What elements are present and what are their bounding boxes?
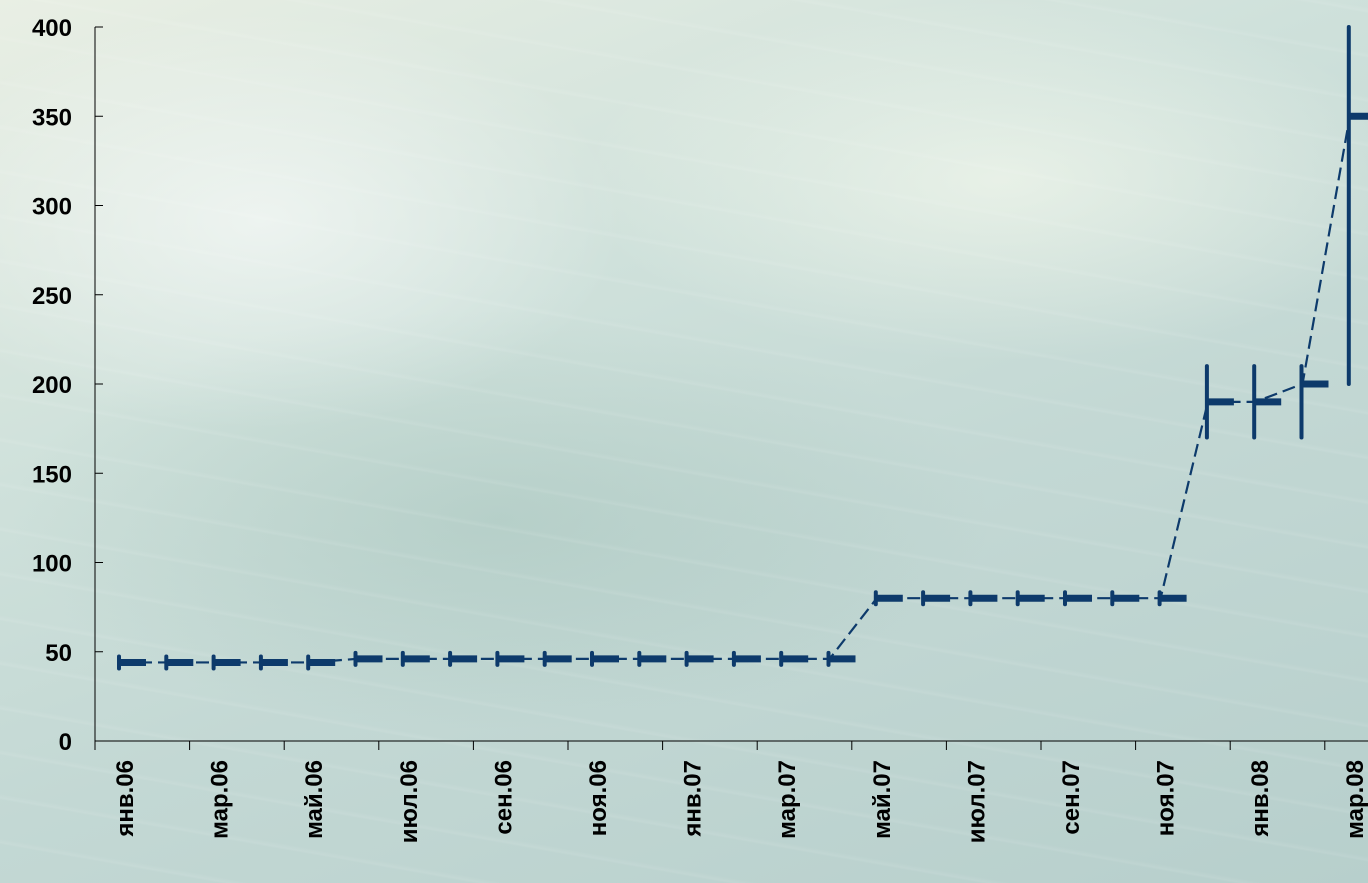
data-point xyxy=(1346,25,1368,386)
x-tick-label: июл.06 xyxy=(396,760,423,843)
data-point xyxy=(779,650,809,667)
x-tick-label: мар.07 xyxy=(774,760,801,839)
data-point xyxy=(873,590,903,607)
x-tick-label: янв.07 xyxy=(680,760,707,838)
series-layer xyxy=(117,25,1368,671)
data-point xyxy=(1204,364,1234,440)
series-line xyxy=(120,116,1351,664)
data-point xyxy=(1110,590,1140,607)
y-tick-label: 300 xyxy=(32,194,72,221)
y-tick-label: 250 xyxy=(32,283,72,310)
data-point xyxy=(1015,590,1045,607)
data-point xyxy=(164,654,194,671)
y-tick-label: 350 xyxy=(32,104,72,131)
y-tick-label: 100 xyxy=(32,551,72,578)
x-tick-label: янв.08 xyxy=(1247,760,1274,838)
data-point xyxy=(400,650,430,667)
data-point xyxy=(637,650,667,667)
x-tick-label: сен.07 xyxy=(1058,760,1085,835)
x-tick-label: май.06 xyxy=(301,760,328,839)
x-tick-label: май.07 xyxy=(869,760,896,839)
y-tick-label: 200 xyxy=(32,372,72,399)
data-point xyxy=(448,650,478,667)
data-point xyxy=(590,650,619,667)
x-tick-label: янв.06 xyxy=(112,760,139,838)
data-point xyxy=(211,654,241,671)
data-point xyxy=(495,650,525,667)
x-tick-label: сен.06 xyxy=(490,760,517,835)
x-axis: янв.06 мар.06 май.06 июл.06 сен.06 ноя.06 янв.… xyxy=(94,740,1368,843)
y-axis: 0 50 100 150 200 250 300 350 400 xyxy=(32,15,103,756)
y-tick-label: 400 xyxy=(32,15,72,42)
x-tick-label: ноя.07 xyxy=(1153,760,1180,836)
data-point xyxy=(921,590,951,607)
data-point xyxy=(684,650,714,667)
data-point xyxy=(826,650,856,667)
data-point xyxy=(1063,590,1092,607)
y-tick-label: 50 xyxy=(45,640,72,667)
data-point xyxy=(353,650,383,667)
data-point xyxy=(306,654,336,671)
data-point xyxy=(258,654,288,671)
data-point xyxy=(968,590,998,607)
data-point xyxy=(117,654,146,671)
y-tick-label: 150 xyxy=(32,461,72,488)
data-point xyxy=(542,650,572,667)
data-point xyxy=(731,650,761,667)
x-tick-label: июл.07 xyxy=(963,760,990,843)
x-tick-label: мар.06 xyxy=(207,760,234,839)
x-tick-label: ноя.06 xyxy=(585,760,612,836)
data-point xyxy=(1299,364,1329,440)
x-tick-label: мар.08 xyxy=(1342,760,1368,839)
y-tick-label: 0 xyxy=(59,729,72,756)
data-point xyxy=(1157,590,1187,607)
data-point xyxy=(1252,364,1282,440)
